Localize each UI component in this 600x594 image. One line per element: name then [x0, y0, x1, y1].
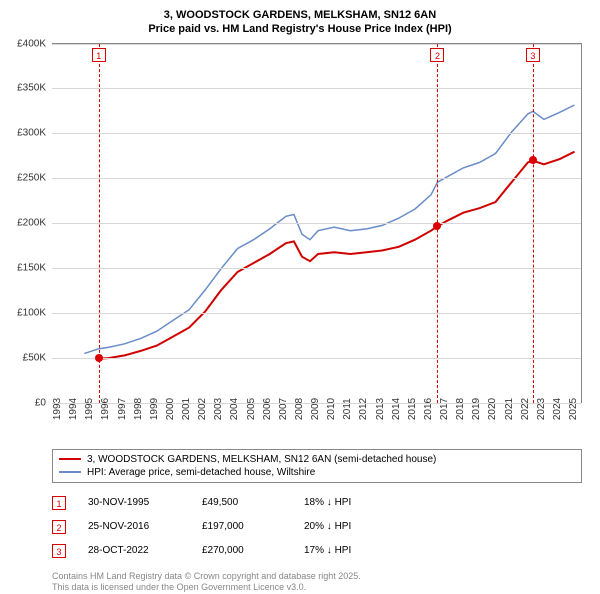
sale-diff: 17% ↓ HPI [304, 545, 351, 556]
y-tick-label: £400K [17, 38, 46, 49]
x-axis: 1993199419951996199719981999200020012002… [52, 405, 581, 447]
sale-marker: 3 [52, 544, 66, 558]
sale-diff: 18% ↓ HPI [304, 497, 351, 508]
marker-line [99, 44, 100, 403]
y-tick-label: £250K [17, 173, 46, 184]
sales-table: 1 30-NOV-1995 £49,500 18% ↓ HPI 2 25-NOV-2016… [52, 491, 582, 563]
y-tick-label: £350K [17, 83, 46, 94]
legend-item: 3, WOODSTOCK GARDENS, MELKSHAM, SN12 6AN… [59, 453, 575, 466]
legend-swatch [59, 471, 81, 473]
sale-date: 28-OCT-2022 [88, 545, 180, 556]
y-tick-label: £0 [35, 397, 46, 408]
attribution-line2: This data is licensed under the Open Gov… [52, 582, 582, 594]
attribution-line1: Contains HM Land Registry data © Crown c… [52, 571, 582, 583]
chart-container: 3, WOODSTOCK GARDENS, MELKSHAM, SN12 6AN… [0, 0, 600, 590]
gridline [52, 178, 581, 179]
sale-date: 30-NOV-1995 [88, 497, 180, 508]
attribution: Contains HM Land Registry data © Crown c… [52, 571, 582, 594]
sale-marker: 1 [52, 496, 66, 510]
legend-label: HPI: Average price, semi-detached house,… [87, 467, 315, 478]
marker-box: 2 [430, 48, 444, 62]
sale-date: 25-NOV-2016 [88, 521, 180, 532]
legend: 3, WOODSTOCK GARDENS, MELKSHAM, SN12 6AN… [52, 449, 582, 483]
legend-swatch [59, 458, 81, 460]
gridline [52, 268, 581, 269]
sale-row: 2 25-NOV-2016 £197,000 20% ↓ HPI [52, 515, 582, 539]
marker-dot [529, 156, 537, 164]
series-hpi [84, 105, 574, 354]
sale-diff: 20% ↓ HPI [304, 521, 351, 532]
gridline [52, 358, 581, 359]
chart-plot-area: £0£50K£100K£150K£200K£250K£300K£350K£400… [52, 43, 582, 403]
legend-label: 3, WOODSTOCK GARDENS, MELKSHAM, SN12 6AN… [87, 454, 436, 465]
marker-dot [433, 222, 441, 230]
y-tick-label: £150K [17, 262, 46, 273]
series-property [99, 151, 575, 358]
y-tick-label: £100K [17, 307, 46, 318]
sale-row: 3 28-OCT-2022 £270,000 17% ↓ HPI [52, 539, 582, 563]
y-tick-label: £50K [23, 352, 46, 363]
gridline [52, 44, 581, 45]
sale-row: 1 30-NOV-1995 £49,500 18% ↓ HPI [52, 491, 582, 515]
gridline [52, 313, 581, 314]
title-line1: 3, WOODSTOCK GARDENS, MELKSHAM, SN12 6AN [10, 8, 590, 22]
y-axis: £0£50K£100K£150K£200K£250K£300K£350K£400… [6, 44, 50, 403]
gridline [52, 133, 581, 134]
gridline [52, 403, 581, 404]
y-tick-label: £300K [17, 128, 46, 139]
marker-box: 1 [92, 48, 106, 62]
gridline [52, 88, 581, 89]
gridline [52, 223, 581, 224]
title-line2: Price paid vs. HM Land Registry's House … [10, 22, 590, 36]
y-tick-label: £200K [17, 218, 46, 229]
sale-price: £49,500 [202, 497, 282, 508]
marker-box: 3 [526, 48, 540, 62]
legend-item: HPI: Average price, semi-detached house,… [59, 466, 575, 479]
sale-price: £197,000 [202, 521, 282, 532]
sale-price: £270,000 [202, 545, 282, 556]
sale-marker: 2 [52, 520, 66, 534]
marker-dot [95, 354, 103, 362]
chart-title: 3, WOODSTOCK GARDENS, MELKSHAM, SN12 6AN… [10, 8, 590, 37]
marker-line [533, 44, 534, 403]
